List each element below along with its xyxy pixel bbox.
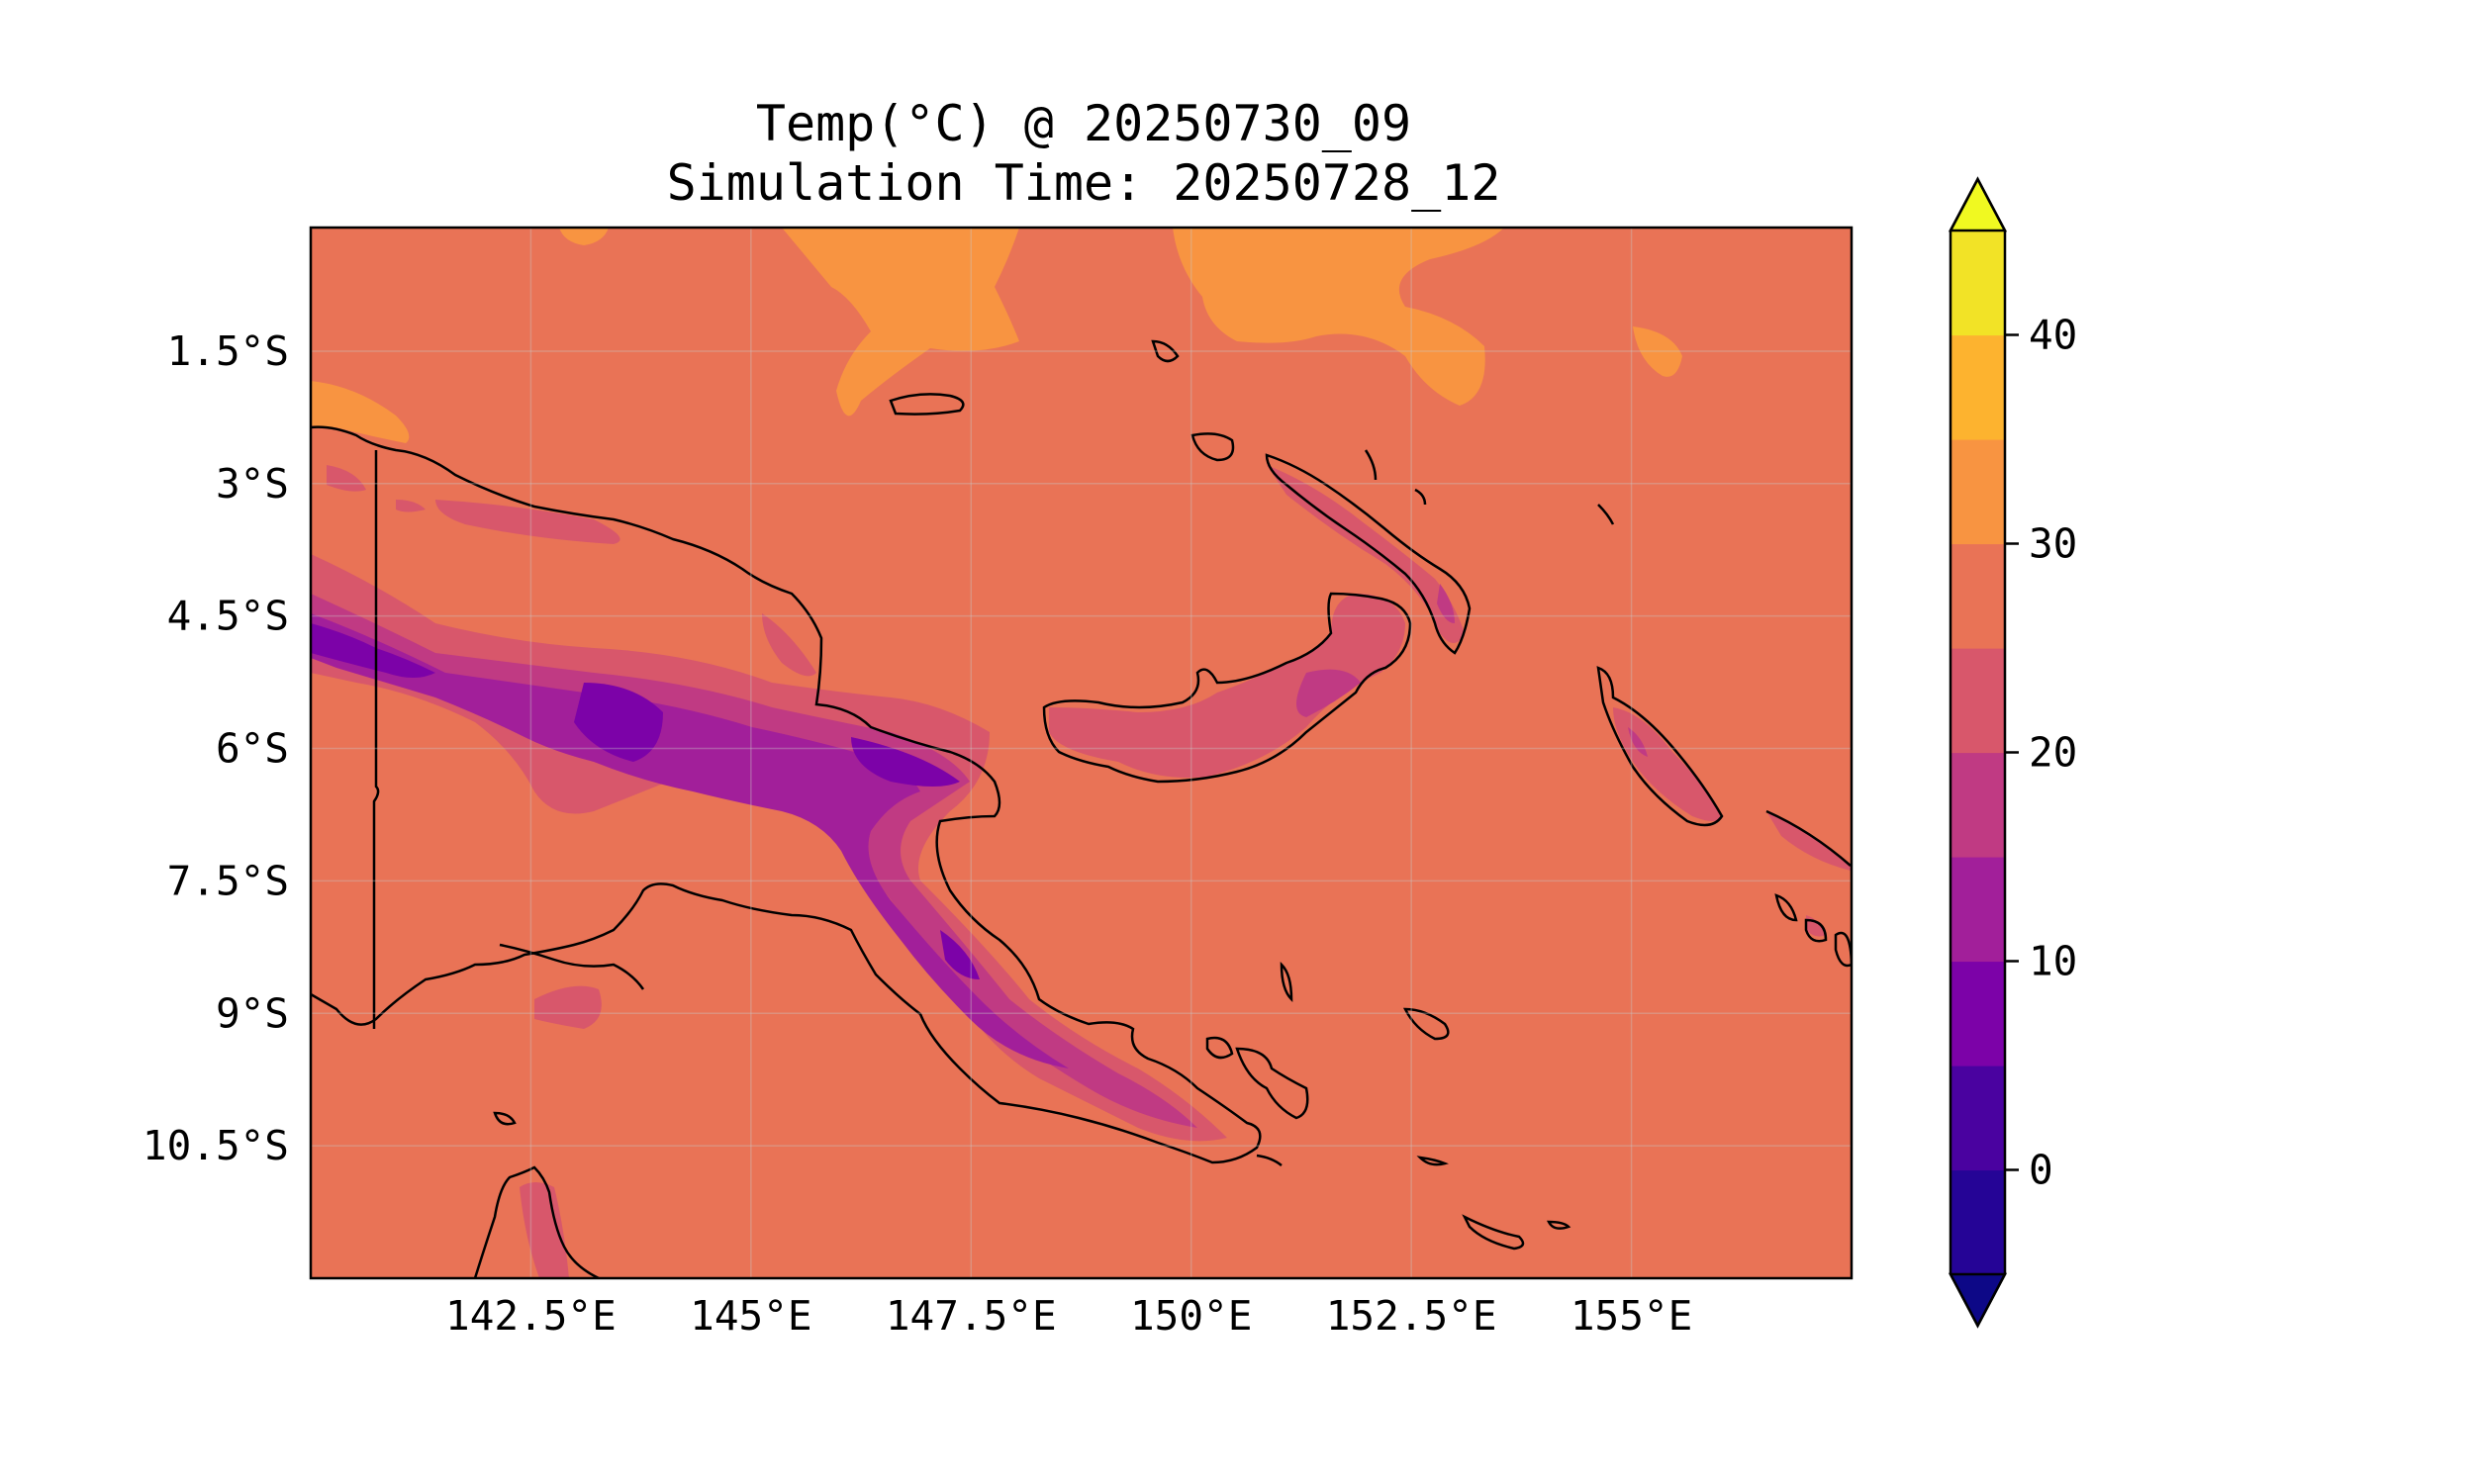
y-tick-label: 10.5°S — [143, 1122, 289, 1169]
colorbar-segment — [1951, 1169, 2005, 1275]
bougainville-coastline — [1596, 666, 1724, 827]
highlands-core-east — [851, 737, 960, 787]
colorbar-segment — [1951, 231, 2005, 336]
colorbar-tick-label: 40 — [2029, 312, 2077, 359]
y-tick-label: 6°S — [216, 725, 289, 773]
small-islands — [493, 449, 1615, 1166]
title-line-2: Simulation Time: 20250728_12 — [667, 154, 1501, 212]
warm-region-west — [311, 381, 410, 443]
y-tick-label: 1.5°S — [167, 327, 289, 375]
colorbar-segment — [1951, 1066, 2005, 1171]
colorbar-extend-under — [1948, 1272, 2008, 1329]
solomon-coastline-3 — [1774, 893, 1798, 922]
louisiade-islands — [1462, 1214, 1571, 1251]
colorbar: 0 10 20 30 40 — [1948, 176, 2077, 1329]
map-panel — [309, 226, 1854, 1280]
title-line-1: Temp(°C) @ 20250730_09 — [756, 95, 1411, 152]
warm-region-northeast — [1173, 228, 1504, 406]
island-2 — [1151, 339, 1180, 363]
highlands-core-south — [940, 930, 980, 979]
colorbar-tick-label: 20 — [2029, 729, 2077, 777]
x-tick-label: 142.5°E — [445, 1292, 617, 1340]
warm-region-top — [559, 228, 609, 245]
warm-region-east — [1633, 326, 1682, 377]
new-ireland-coastline — [1265, 453, 1472, 655]
new-guinea-coastline — [311, 425, 1262, 1164]
highlands-core-west — [311, 623, 435, 678]
x-tick-label: 152.5°E — [1326, 1292, 1497, 1340]
colorbar-tick-label: 10 — [2029, 938, 2077, 985]
manus-coastline — [889, 393, 965, 416]
y-tick-label: 3°S — [216, 460, 289, 508]
solomon-fill-1 — [1766, 811, 1851, 871]
warm-region-north — [782, 228, 1019, 417]
colorbar-segment — [1951, 961, 2005, 1067]
bougainville-core — [1628, 727, 1648, 757]
solomon-coastline-1 — [1765, 809, 1852, 867]
west-patch-2 — [435, 500, 620, 544]
new-britain-coastline — [1042, 592, 1412, 784]
colorbar-segment — [1951, 752, 2005, 858]
cape-york-coastline — [473, 1165, 600, 1278]
colorbar-extend-over — [1948, 176, 2008, 232]
colorbar-segment — [1951, 857, 2005, 963]
y-tick-label: 7.5°S — [167, 857, 289, 904]
solomon-coastline-2 — [1804, 918, 1828, 943]
colorbar-segment — [1951, 439, 2005, 545]
cape-york-fill — [520, 1182, 569, 1278]
new-britain-core — [1296, 669, 1361, 717]
x-tick-label: 145°E — [690, 1292, 811, 1340]
x-tick-label: 150°E — [1130, 1292, 1252, 1340]
coastline-layer — [311, 339, 1852, 1278]
colorbar-segment — [1951, 648, 2005, 754]
y-axis-ticks: 1.5°S 3°S 4.5°S 6°S 7.5°S 9°S 10.5°S — [143, 327, 289, 1169]
island-1 — [1190, 432, 1235, 462]
west-patch-3 — [396, 500, 426, 512]
colorbar-outline — [1949, 176, 2007, 1329]
x-tick-label: 147.5°E — [886, 1292, 1057, 1340]
gridlines — [311, 228, 1852, 1278]
x-axis-ticks: 142.5°E 145°E 147.5°E 150°E 152.5°E 155°E — [445, 1292, 1692, 1340]
colorbar-tick-label: 0 — [2029, 1147, 2053, 1194]
south-coast-fill — [534, 985, 602, 1029]
new-britain-fill — [1049, 594, 1405, 778]
gulf-inlets — [499, 943, 645, 990]
map-frame — [309, 226, 1854, 1280]
y-tick-label: 9°S — [216, 989, 289, 1037]
x-tick-label: 155°E — [1570, 1292, 1692, 1340]
colorbar-segment — [1951, 334, 2005, 440]
colorbar-segment — [1951, 543, 2005, 649]
new-ireland-core — [1437, 584, 1455, 623]
colorbar-tick-label: 30 — [2029, 520, 2077, 568]
west-patch-1 — [327, 465, 366, 492]
bougainville-fill — [1613, 707, 1722, 821]
trobriand-islands — [1205, 1036, 1309, 1120]
border-line — [372, 450, 380, 1029]
highlands-core-central — [574, 683, 663, 762]
dentrecasteaux-islands — [1402, 1007, 1450, 1041]
y-tick-label: 4.5°S — [167, 593, 289, 640]
north-slope-patch — [762, 613, 816, 677]
